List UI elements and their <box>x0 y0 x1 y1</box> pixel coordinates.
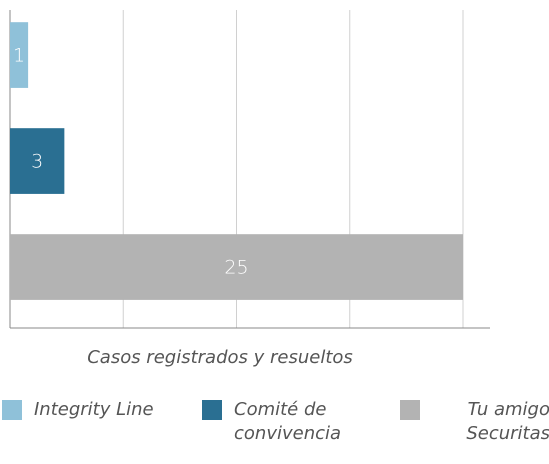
chart: Casos registrados y resueltos 1 3 25 <box>9 10 490 368</box>
bar <box>10 234 463 300</box>
bar <box>10 128 65 194</box>
legend-item: Integrity Line <box>2 398 192 422</box>
legend-swatch <box>202 400 222 420</box>
legend: Integrity Line Comité de convivencia Tu am… <box>0 398 549 464</box>
data-label: 25 <box>224 257 248 279</box>
legend-label: Tu amigo Securitas <box>466 399 549 444</box>
data-label: 3 <box>31 151 43 173</box>
bar <box>10 22 29 88</box>
legend-label: Comité de convivencia <box>234 399 342 444</box>
legend-item: Tu amigo Securitas <box>400 398 549 446</box>
legend-item: Comité de convivencia <box>202 398 352 446</box>
data-label: 1 <box>13 45 25 67</box>
x-axis-title: Casos registrados y resueltos <box>87 347 353 368</box>
legend-swatch <box>400 400 420 420</box>
legend-label: Integrity Line <box>34 399 154 420</box>
legend-swatch <box>2 400 22 420</box>
